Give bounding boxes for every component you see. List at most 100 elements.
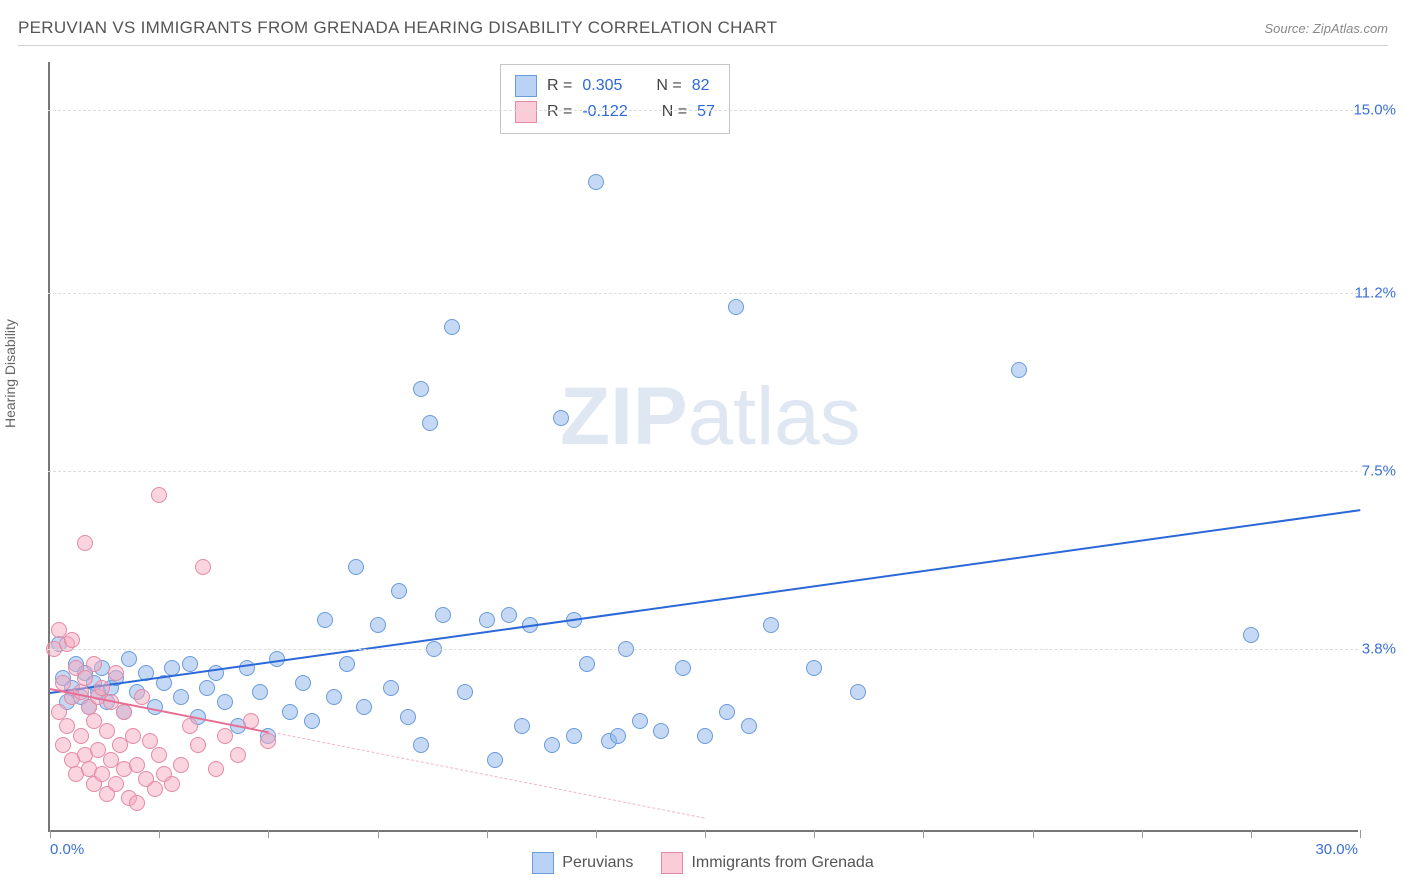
scatter-point xyxy=(487,752,503,768)
scatter-point xyxy=(632,713,648,729)
scatter-point xyxy=(435,607,451,623)
scatter-point xyxy=(190,737,206,753)
y-tick-label: 15.0% xyxy=(1353,102,1396,119)
r-label: R = xyxy=(547,103,572,121)
chart-title: PERUVIAN VS IMMIGRANTS FROM GRENADA HEAR… xyxy=(18,18,777,38)
scatter-point xyxy=(1011,362,1027,378)
legend-item: Immigrants from Grenada xyxy=(661,852,873,874)
scatter-point xyxy=(129,795,145,811)
n-label: N = xyxy=(656,77,681,95)
y-gridline xyxy=(48,293,1358,294)
scatter-point xyxy=(579,656,595,672)
scatter-point xyxy=(444,319,460,335)
x-tick xyxy=(487,830,488,838)
chart-plot-area: 0.0% 30.0% xyxy=(48,62,1358,832)
scatter-point xyxy=(125,728,141,744)
n-value: 82 xyxy=(692,77,710,95)
scatter-point xyxy=(295,675,311,691)
source-attribution: Source: ZipAtlas.com xyxy=(1264,21,1388,36)
scatter-point xyxy=(252,684,268,700)
y-tick-label: 11.2% xyxy=(1355,285,1396,302)
r-value: 0.305 xyxy=(582,77,622,95)
scatter-point xyxy=(501,607,517,623)
swatch-blue xyxy=(515,75,537,97)
title-underline xyxy=(18,45,1388,46)
y-gridline xyxy=(48,110,1358,111)
y-gridline xyxy=(48,649,1358,650)
r-label: R = xyxy=(547,77,572,95)
scatter-point xyxy=(728,299,744,315)
x-tick xyxy=(1360,830,1361,838)
scatter-point xyxy=(553,410,569,426)
scatter-point xyxy=(51,704,67,720)
scatter-point xyxy=(55,737,71,753)
chart-header: PERUVIAN VS IMMIGRANTS FROM GRENADA HEAR… xyxy=(18,18,1388,38)
scatter-point xyxy=(199,680,215,696)
scatter-point xyxy=(1243,627,1259,643)
scatter-point xyxy=(326,689,342,705)
r-value: -0.122 xyxy=(582,103,627,121)
x-tick xyxy=(50,830,51,838)
scatter-point xyxy=(134,689,150,705)
scatter-point xyxy=(108,665,124,681)
x-tick xyxy=(705,830,706,838)
x-tick xyxy=(268,830,269,838)
scatter-point xyxy=(348,559,364,575)
scatter-point xyxy=(116,704,132,720)
scatter-point xyxy=(413,381,429,397)
scatter-point xyxy=(339,656,355,672)
scatter-point xyxy=(173,689,189,705)
scatter-point xyxy=(260,733,276,749)
scatter-point xyxy=(356,699,372,715)
legend-item: Peruvians xyxy=(532,852,633,874)
scatter-point xyxy=(217,728,233,744)
plot-box: 0.0% 30.0% xyxy=(48,62,1358,832)
scatter-point xyxy=(317,612,333,628)
x-tick xyxy=(159,830,160,838)
y-tick-label: 3.8% xyxy=(1362,641,1396,658)
scatter-point xyxy=(850,684,866,700)
x-tick xyxy=(1251,830,1252,838)
stats-row: R =-0.122N =57 xyxy=(515,99,715,125)
x-tick xyxy=(923,830,924,838)
x-tick xyxy=(814,830,815,838)
scatter-point xyxy=(99,723,115,739)
scatter-point xyxy=(94,680,110,696)
stats-row: R = 0.305 N = 82 xyxy=(515,73,715,99)
scatter-point xyxy=(719,704,735,720)
trendline-extension xyxy=(268,731,705,819)
scatter-point xyxy=(129,757,145,773)
scatter-point xyxy=(182,656,198,672)
scatter-point xyxy=(588,174,604,190)
scatter-point xyxy=(479,612,495,628)
n-value: 57 xyxy=(697,103,715,121)
scatter-point xyxy=(806,660,822,676)
scatter-point xyxy=(457,684,473,700)
x-tick xyxy=(1033,830,1034,838)
scatter-point xyxy=(195,559,211,575)
scatter-point xyxy=(675,660,691,676)
scatter-point xyxy=(142,733,158,749)
scatter-point xyxy=(413,737,429,753)
scatter-point xyxy=(544,737,560,753)
scatter-point xyxy=(282,704,298,720)
scatter-point xyxy=(741,718,757,734)
legend-label: Immigrants from Grenada xyxy=(691,854,873,872)
scatter-point xyxy=(566,728,582,744)
scatter-point xyxy=(73,728,89,744)
scatter-point xyxy=(147,781,163,797)
legend-label: Peruvians xyxy=(562,854,633,872)
x-tick xyxy=(1142,830,1143,838)
scatter-point xyxy=(370,617,386,633)
scatter-point xyxy=(383,680,399,696)
scatter-point xyxy=(151,747,167,763)
scatter-point xyxy=(653,723,669,739)
stats-box: R =0.305N =82R =-0.122N =57 xyxy=(500,64,730,134)
scatter-point xyxy=(400,709,416,725)
scatter-point xyxy=(64,632,80,648)
scatter-point xyxy=(304,713,320,729)
scatter-point xyxy=(208,761,224,777)
y-gridline xyxy=(48,471,1358,472)
scatter-point xyxy=(108,776,124,792)
scatter-point xyxy=(77,670,93,686)
